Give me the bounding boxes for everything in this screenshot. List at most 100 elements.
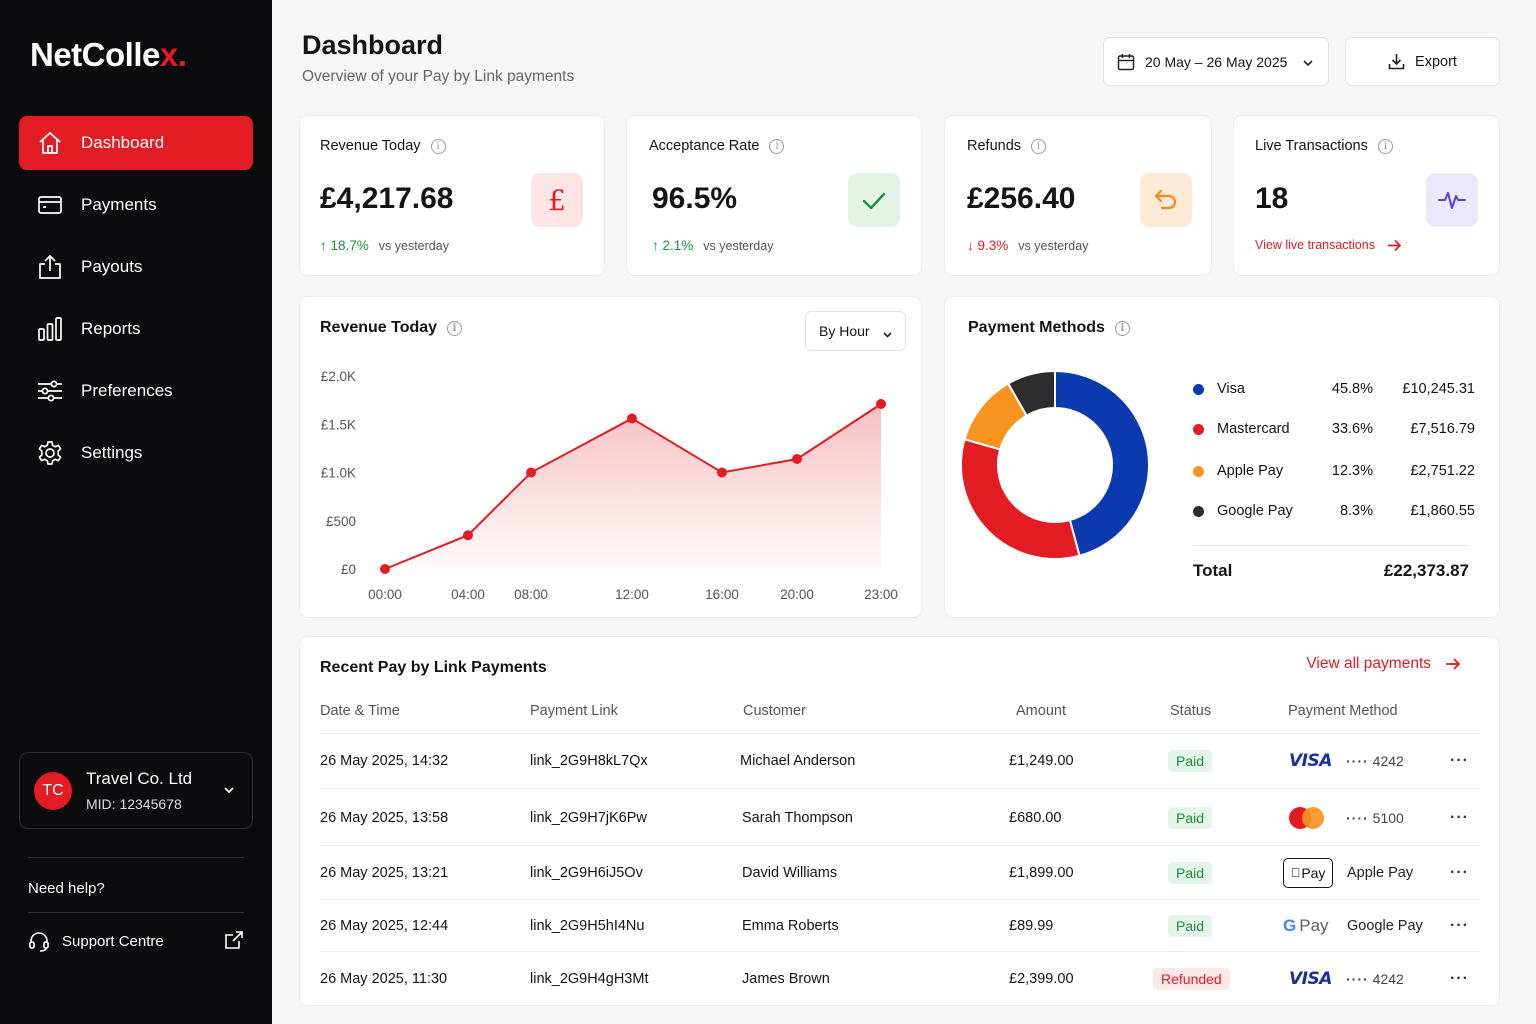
merchant-name: Travel Co. Ltd [86,769,193,788]
sidebar-item-payouts[interactable]: Payouts [19,240,253,294]
info-icon[interactable] [1377,138,1393,154]
page-subtitle: Overview of your Pay by Link payments [302,68,575,85]
kpi-title: Revenue Today [320,138,446,154]
home-icon [36,129,64,157]
chart-title-text: Revenue Today [320,319,438,336]
column-header[interactable]: Payment Link [530,703,618,719]
column-header[interactable]: Status [1170,703,1212,719]
kpi-compare: vs yesterday [378,238,449,253]
sidebar-item-preferences[interactable]: Preferences [19,364,253,418]
legend-pct: 33.6% [1331,421,1373,437]
recent-payments-title: Recent Pay by Link Payments [320,659,547,676]
legend-name: Visa [1217,381,1245,397]
export-button[interactable]: Export [1345,37,1500,86]
cell-customer: Michael Anderson [740,752,856,769]
revenue-chart-title: Revenue Today [320,319,463,337]
more-options-icon[interactable]: ··· [1450,969,1469,987]
column-header[interactable]: Date & Time [320,703,400,719]
chart-granularity-select[interactable]: By Hour [805,311,906,351]
donut-slice-google-pay[interactable] [1006,369,1056,417]
support-label: Support Centre [62,932,164,950]
card-last-four: ···· 4242 [1346,970,1404,987]
data-point[interactable] [627,413,637,424]
live-link-label: View live transactions [1255,238,1375,252]
kpi-value: £4,217.68 [320,182,454,215]
divider [320,788,1480,789]
cell-link[interactable]: link_2G9H4gH3Mt [530,970,649,987]
arrow-right-icon [1446,658,1461,670]
cell-link[interactable]: link_2G9H8kL7Qx [530,752,648,769]
donut-slice-mastercard[interactable] [960,438,1081,560]
page-title: Dashboard [302,30,444,60]
more-options-icon[interactable]: ··· [1450,863,1469,881]
payment-methods-total: Total £22,373.87 [1193,561,1469,581]
data-point[interactable] [876,398,886,409]
cell-status: Paid [1168,733,1213,788]
legend-pct: 8.3% [1339,503,1373,519]
cell-link[interactable]: link_2G9H6iJ5Ov [530,864,643,881]
visa-icon: VISA [1289,750,1332,771]
column-header[interactable]: Payment Method [1288,703,1398,719]
cell-payment-method: VISA ···· 4242 [1289,951,1404,1006]
divider [320,899,1480,900]
kpi-change: ↑ 18.7% vs yesterday [320,238,449,253]
cell-customer: David Williams [742,864,838,881]
card-last-four: ···· 5100 [1346,809,1404,826]
kpi-change: ↓ 9.3% vs yesterday [967,238,1088,253]
info-icon[interactable] [447,320,463,336]
sidebar-item-payments[interactable]: Payments [19,178,253,232]
brand-name: NetColle [30,36,160,73]
sidebar-item-dashboard[interactable]: Dashboard [19,116,253,170]
payment-method-label: Google Pay [1347,917,1423,934]
info-icon[interactable] [430,138,446,154]
legend-row-applepay: Apple Pay 12.3% £2,751.22 [1193,459,1475,483]
legend-amount: £2,751.22 [1410,463,1475,479]
table-row[interactable]: 26 May 2025, 13:21 link_2G9H6iJ5Ov David… [300,845,1480,900]
kpi-live-link-wrap: View live transactions [1255,238,1402,252]
avatar: TC [34,771,72,810]
visa-icon: VISA [1289,968,1332,989]
legend-name: Google Pay [1217,503,1293,519]
view-all-payments-link[interactable]: View all payments [1306,655,1461,673]
info-icon[interactable] [1114,320,1130,336]
info-icon[interactable] [769,138,785,154]
table-row[interactable]: 26 May 2025, 12:44 link_2G9H5hI4Nu Emma … [300,898,1480,953]
sidebar-item-reports[interactable]: Reports [19,302,253,356]
data-point[interactable] [463,530,473,541]
cell-date: 26 May 2025, 12:44 [320,917,449,934]
table-row[interactable]: 26 May 2025, 13:58 link_2G9H7jK6Pw Sarah… [300,790,1480,845]
table-row[interactable]: 26 May 2025, 14:32 link_2G9H8kL7Qx Micha… [300,733,1480,788]
date-range-picker[interactable]: 20 May – 26 May 2025 [1103,37,1329,86]
more-options-icon[interactable]: ··· [1450,808,1469,826]
data-point[interactable] [792,453,802,464]
card-icon [36,191,64,219]
download-icon [1388,54,1405,70]
cell-link[interactable]: link_2G9H5hI4Nu [530,917,645,934]
sidebar-item-label: Payments [81,195,157,214]
data-point[interactable] [717,467,727,478]
view-live-transactions-link[interactable]: View live transactions [1255,238,1402,252]
data-point[interactable] [380,564,390,574]
donut-slice-visa[interactable] [1054,369,1150,557]
support-centre-link[interactable]: Support Centre [28,926,244,956]
column-header[interactable]: Amount [1016,703,1066,719]
legend-pct: 45.8% [1331,381,1373,397]
kpi-title-text: Live Transactions [1255,138,1368,154]
more-options-icon[interactable]: ··· [1450,916,1469,934]
legend-pct: 12.3% [1331,463,1373,479]
cell-payment-method: G Pay Google Pay [1283,898,1423,953]
table-row[interactable]: 26 May 2025, 11:30 link_2G9H4gH3Mt James… [300,951,1480,1006]
legend-amount: £1,860.55 [1410,503,1475,519]
sidebar-item-settings[interactable]: Settings [19,426,253,480]
merchant-switcher[interactable]: TC Travel Co. Ltd MID: 12345678 [19,752,253,829]
info-icon[interactable] [1031,138,1047,154]
legend-row-visa: Visa 45.8% £10,245.31 [1193,377,1475,401]
column-header[interactable]: Customer [743,703,806,719]
cell-status: Refunded [1153,951,1230,1006]
data-point[interactable] [526,467,536,478]
brand-logo[interactable]: NetCollex. [30,36,187,74]
granularity-label: By Hour [819,323,870,339]
more-options-icon[interactable]: ··· [1450,751,1469,769]
cell-link[interactable]: link_2G9H7jK6Pw [530,809,647,826]
kpi-card-revenue: Revenue Today £4,217.68 £ ↑ 18.7% vs yest… [299,115,605,276]
